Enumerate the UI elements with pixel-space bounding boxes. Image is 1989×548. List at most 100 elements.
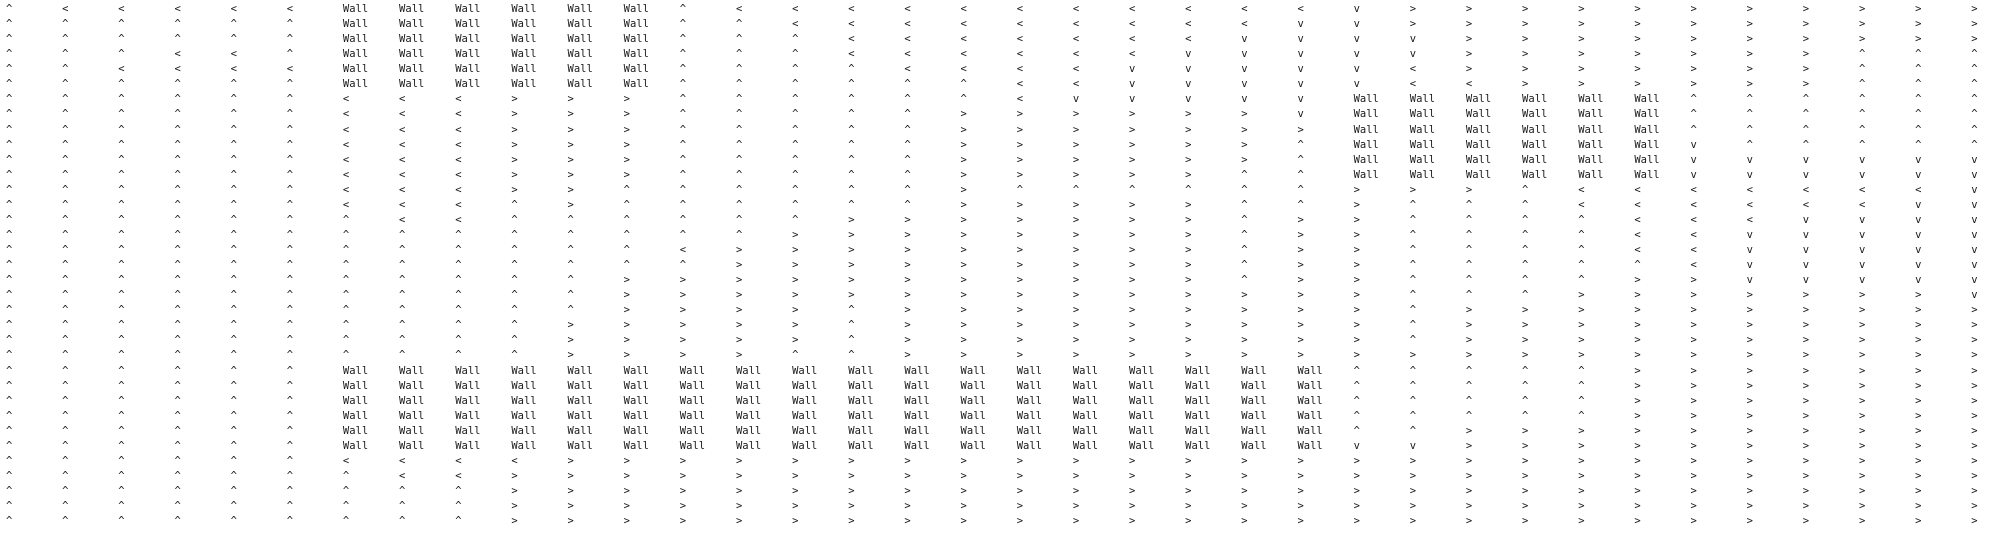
arrow-cell: ^ [174,409,181,422]
arrow-cell: > [1129,123,1136,136]
arrow-cell: > [1915,18,1922,31]
arrow-cell: > [1129,334,1136,347]
arrow-cell: < [848,3,855,15]
arrow-cell: < [1690,213,1697,226]
arrow-cell: ^ [848,93,855,106]
arrow-cell: < [455,198,462,211]
wall-cell: Wall [904,394,930,407]
wall-cell: Wall [904,379,930,392]
arrow-cell: > [1129,259,1136,272]
arrow-cell: < [1185,3,1192,15]
arrow-cell: > [1634,274,1641,287]
arrow-cell: ^ [6,33,13,46]
arrow-cell: > [1802,33,1810,46]
arrow-cell: ^ [792,48,799,61]
arrow-cell: ^ [62,424,69,437]
arrow-cell: ^ [679,168,687,181]
arrow-cell: ^ [62,33,69,46]
arrow-cell: > [1746,439,1753,452]
arrow-cell: ^ [174,228,181,241]
arrow-cell: ^ [286,469,294,482]
arrow-cell: < [1129,33,1136,46]
arrow-cell: > [792,244,799,256]
arrow-cell: > [1129,198,1136,211]
arrow-cell: > [1971,18,1978,31]
arrow-cell: < [1072,48,1080,61]
arrow-cell: v [1971,244,1978,256]
arrow-cell: ^ [399,259,406,272]
wall-cell: Wall [735,439,762,452]
arrow-cell: ^ [679,108,687,121]
arrow-cell: ^ [6,394,13,407]
arrow-cell: > [1746,78,1753,91]
arrow-cell: < [1578,183,1585,196]
arrow-cell: > [1016,213,1024,226]
wall-cell: Wall [735,424,762,437]
arrow-cell: > [1634,515,1641,528]
wall-cell: Wall [399,409,425,422]
arrow-cell: > [1072,304,1080,317]
arrow-cell: ^ [62,138,69,151]
arrow-cell: ^ [1915,48,1922,61]
wall-cell: Wall [960,379,986,392]
arrow-cell: v [1241,63,1248,76]
arrow-cell: ^ [62,319,69,332]
arrow-cell: > [1915,515,1922,528]
wall-cell: Wall [1522,93,1548,106]
arrow-cell: > [960,485,967,497]
arrow-cell: > [1690,364,1697,377]
arrow-cell: > [511,485,518,497]
arrow-cell: ^ [455,319,462,332]
arrow-cell: > [1971,409,1978,422]
arrow-cell: ^ [118,228,125,241]
arrow-cell: > [1185,349,1192,362]
arrow-cell: ^ [286,379,294,392]
arrow-cell: v [1353,78,1360,91]
arrow-cell: ^ [230,18,237,31]
wall-cell: Wall [567,424,593,437]
arrow-cell: > [904,454,911,467]
arrow-cell: > [1690,48,1697,61]
arrow-cell: < [792,18,799,31]
arrow-cell: > [1129,138,1136,151]
arrow-cell: > [792,469,799,482]
arrow-cell: ^ [1072,183,1080,196]
arrow-cell: ^ [399,304,406,317]
arrow-cell: ^ [62,18,69,31]
wall-cell: Wall [623,409,649,422]
arrow-cell: > [1465,18,1473,31]
arrow-cell: ^ [1578,274,1585,287]
arrow-cell: > [1522,485,1529,497]
arrow-cell: v [1971,274,1978,287]
arrow-cell: ^ [118,454,125,467]
arrow-cell: > [1522,500,1529,513]
wall-cell: Wall [848,409,874,422]
arrow-cell: > [1578,500,1585,513]
arrow-cell: ^ [1858,108,1866,121]
arrow-cell: > [1971,500,1978,513]
wall-cell: Wall [567,63,593,76]
arrow-cell: ^ [62,123,69,136]
arrow-cell: ^ [1578,244,1585,256]
wall-cell: Wall [342,379,369,392]
arrow-cell: ^ [1409,409,1417,422]
arrow-cell: > [1915,33,1922,46]
arrow-cell: > [1858,439,1866,452]
arrow-cell: > [1185,289,1192,302]
arrow-cell: ^ [6,364,13,377]
arrow-cell: > [1802,18,1810,31]
wall-cell: Wall [511,364,537,377]
arrow-cell: > [1858,334,1866,347]
wall-cell: Wall [1578,123,1604,136]
arrow-cell: ^ [848,334,855,347]
arrow-cell: < [399,123,406,136]
arrow-cell: ^ [1409,334,1417,347]
wall-cell: Wall [792,409,818,422]
arrow-cell: ^ [6,63,13,76]
arrow-cell: < [1129,18,1136,31]
wall-cell: Wall [735,379,762,392]
arrow-cell: > [1016,515,1024,528]
arrow-cell: v [1353,3,1360,15]
wall-cell: Wall [1241,424,1267,437]
arrow-cell: v [1129,78,1136,91]
